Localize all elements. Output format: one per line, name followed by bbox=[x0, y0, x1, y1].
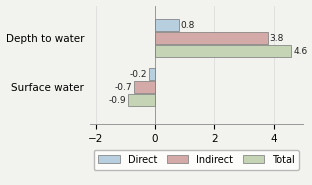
Bar bbox=[155, 45, 291, 57]
Bar bbox=[155, 32, 268, 44]
Text: 4.6: 4.6 bbox=[294, 47, 308, 55]
Text: -0.9: -0.9 bbox=[109, 95, 126, 105]
Text: -0.2: -0.2 bbox=[129, 70, 147, 79]
Bar bbox=[149, 68, 155, 80]
Bar bbox=[155, 19, 179, 31]
Text: -0.7: -0.7 bbox=[115, 83, 132, 92]
Text: 0.8: 0.8 bbox=[181, 21, 195, 30]
Legend: Direct, Indirect, Total: Direct, Indirect, Total bbox=[94, 150, 299, 170]
Bar bbox=[134, 81, 155, 93]
Bar bbox=[128, 94, 155, 106]
Text: 3.8: 3.8 bbox=[270, 34, 284, 43]
